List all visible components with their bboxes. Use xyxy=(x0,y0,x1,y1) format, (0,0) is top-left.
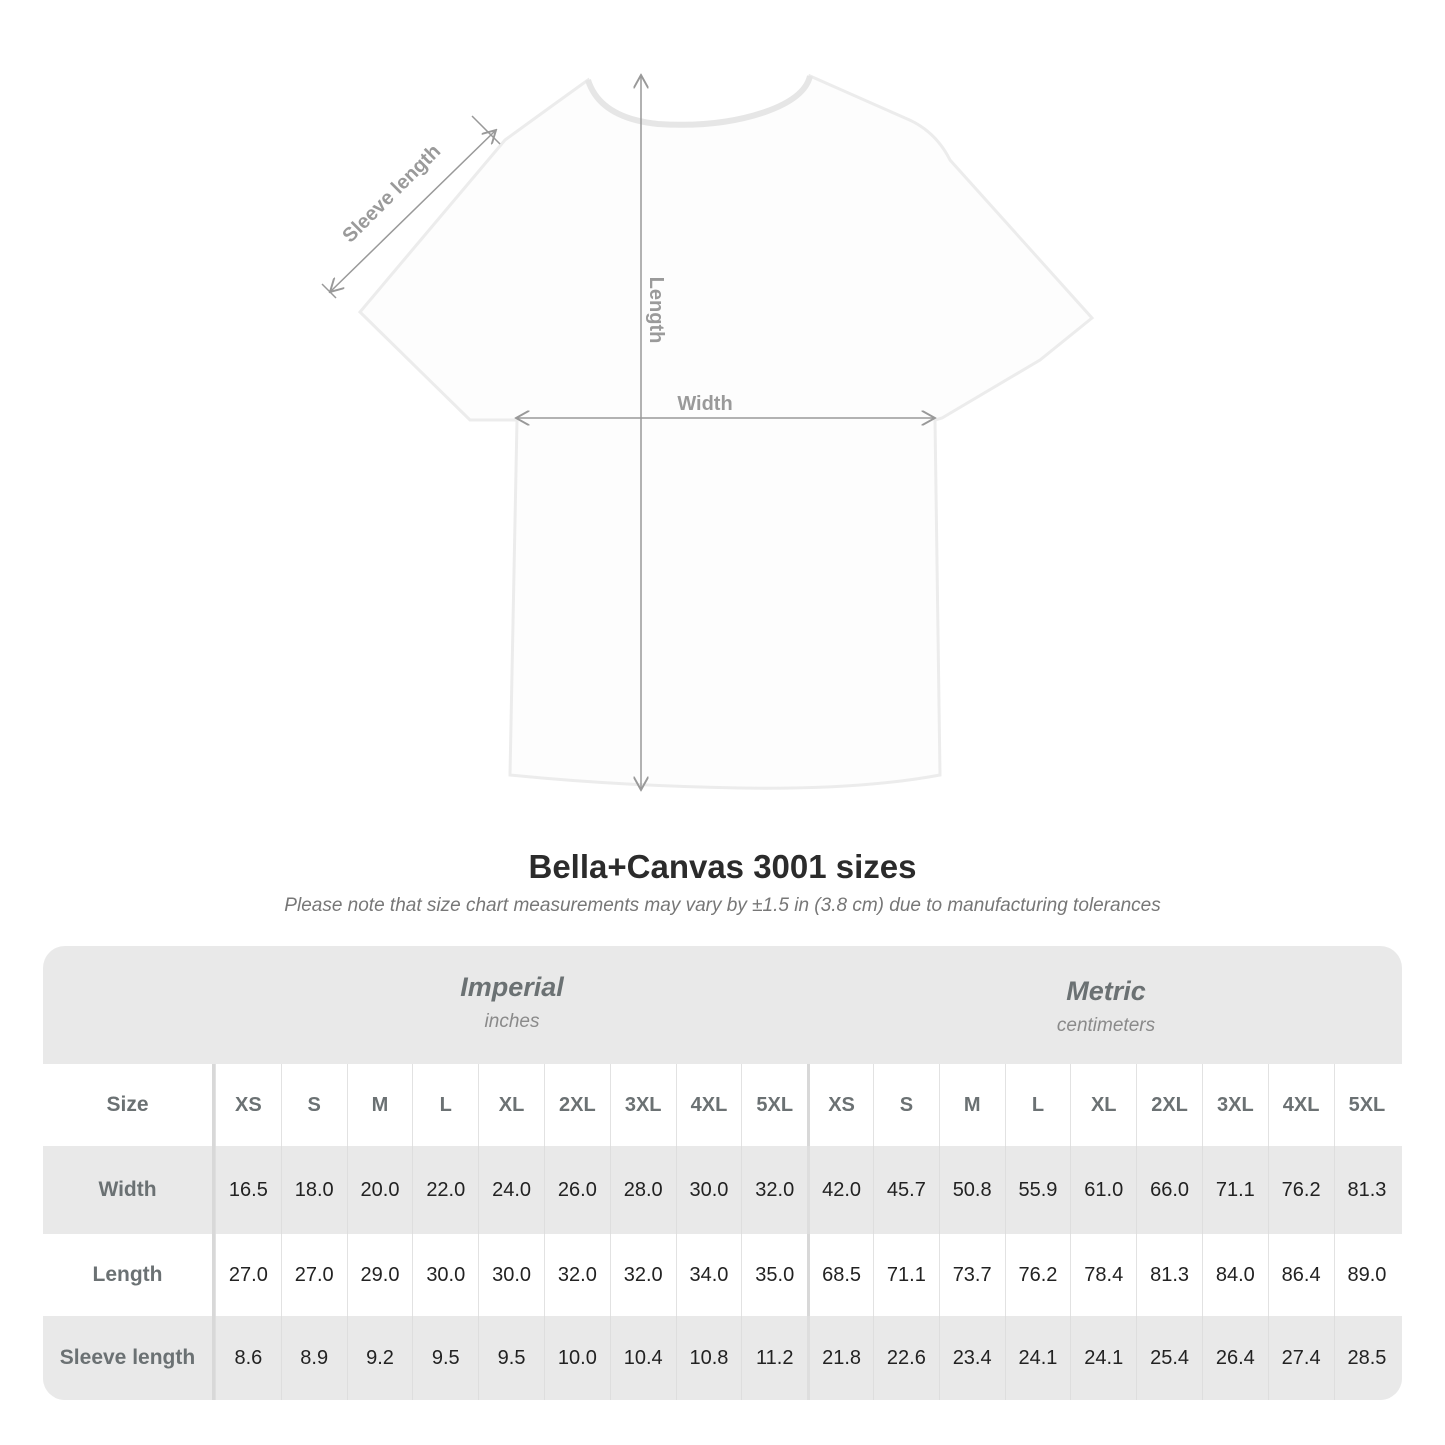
imperial-value: 10.0 xyxy=(543,1316,610,1400)
imperial-value: 27.0 xyxy=(280,1234,347,1316)
metric-value: 78.4 xyxy=(1070,1234,1136,1316)
metric-value: 26.4 xyxy=(1201,1316,1268,1400)
imperial-value: 29.0 xyxy=(346,1234,413,1316)
metric-value: 23.4 xyxy=(938,1316,1005,1400)
metric-value: 27.4 xyxy=(1267,1316,1334,1400)
imperial-value: 26.0 xyxy=(543,1146,610,1234)
imperial-value: 27.0 xyxy=(215,1234,281,1316)
metric-value: 50.8 xyxy=(938,1146,1005,1234)
imperial-value: 32.0 xyxy=(543,1234,610,1316)
imperial-value: 8.9 xyxy=(280,1316,347,1400)
row-label: Width xyxy=(43,1146,215,1234)
imperial-value: 10.4 xyxy=(609,1316,676,1400)
size-header-metric: 5XL xyxy=(1333,1064,1400,1146)
metric-value: 76.2 xyxy=(1267,1146,1334,1234)
imperial-value: 8.6 xyxy=(215,1316,281,1400)
metric-value: 81.3 xyxy=(1333,1146,1400,1234)
sleeve-length-tick-start xyxy=(321,283,337,299)
imperial-value: 30.0 xyxy=(675,1146,742,1234)
row-label: Sleeve length xyxy=(43,1316,215,1400)
metric-value: 55.9 xyxy=(1004,1146,1071,1234)
metric-value: 86.4 xyxy=(1267,1234,1334,1316)
imperial-value: 18.0 xyxy=(280,1146,347,1234)
size-header-imperial: 5XL xyxy=(741,1064,807,1146)
size-header-metric: M xyxy=(938,1064,1005,1146)
imperial-value: 34.0 xyxy=(675,1234,742,1316)
metric-value: 21.8 xyxy=(807,1316,873,1400)
metric-value: 81.3 xyxy=(1136,1234,1202,1316)
metric-value: 42.0 xyxy=(807,1146,873,1234)
sleeve-length-arrow xyxy=(330,130,496,292)
table-row: Width 16.5 18.0 20.0 22.0 24.0 26.0 28.0 30.0 32.… xyxy=(43,1146,1402,1234)
imperial-value: 9.2 xyxy=(346,1316,413,1400)
size-header-imperial: M xyxy=(346,1064,413,1146)
size-header-imperial: 3XL xyxy=(609,1064,676,1146)
page-title: Bella+Canvas 3001 sizes xyxy=(528,848,917,885)
metric-value: 68.5 xyxy=(807,1234,873,1316)
metric-value: 71.1 xyxy=(872,1234,939,1316)
size-header-metric: L xyxy=(1004,1064,1071,1146)
imperial-header: Imperial inches xyxy=(215,946,809,1064)
imperial-value: 11.2 xyxy=(741,1316,807,1400)
size-header-metric: 2XL xyxy=(1136,1064,1202,1146)
imperial-value: 35.0 xyxy=(741,1234,807,1316)
imperial-value: 9.5 xyxy=(412,1316,478,1400)
size-header-metric: 3XL xyxy=(1201,1064,1268,1146)
tolerance-note: Please note that size chart measurements… xyxy=(284,895,1161,916)
tshirt-shape xyxy=(357,73,1095,790)
imperial-value: 24.0 xyxy=(478,1146,544,1234)
length-label: Length xyxy=(645,277,667,344)
metric-value: 84.0 xyxy=(1201,1234,1268,1316)
size-label: Size xyxy=(43,1064,215,1146)
table-row: Length 27.0 27.0 29.0 30.0 30.0 32.0 32.0 34.0 35… xyxy=(43,1234,1402,1316)
metric-value: 24.1 xyxy=(1070,1316,1136,1400)
metric-value: 73.7 xyxy=(938,1234,1005,1316)
imperial-value: 28.0 xyxy=(609,1146,676,1234)
metric-value: 45.7 xyxy=(872,1146,939,1234)
size-header-metric: XL xyxy=(1070,1064,1136,1146)
metric-value: 25.4 xyxy=(1136,1316,1202,1400)
size-header-metric: XS xyxy=(807,1064,873,1146)
imperial-unit: inches xyxy=(484,1011,540,1032)
metric-header: Metric centimeters xyxy=(809,946,1402,1064)
imperial-value: 30.0 xyxy=(478,1234,544,1316)
imperial-value: 32.0 xyxy=(741,1146,807,1234)
metric-heading: Metric xyxy=(1066,976,1146,1006)
metric-value: 61.0 xyxy=(1070,1146,1136,1234)
metric-value: 28.5 xyxy=(1333,1316,1400,1400)
imperial-value: 20.0 xyxy=(346,1146,413,1234)
size-header-imperial: L xyxy=(412,1064,478,1146)
metric-value: 76.2 xyxy=(1004,1234,1071,1316)
row-label: Length xyxy=(43,1234,215,1316)
sleeve-length-tick-end xyxy=(471,115,501,145)
size-table: Imperial inches Metric centimeters Size X… xyxy=(43,946,1402,1400)
imperial-heading: Imperial xyxy=(460,972,564,1002)
metric-unit: centimeters xyxy=(1056,1015,1156,1036)
width-label: Width xyxy=(677,393,732,415)
imperial-value: 9.5 xyxy=(478,1316,544,1400)
size-header-imperial: 2XL xyxy=(543,1064,610,1146)
imperial-value: 22.0 xyxy=(412,1146,478,1234)
imperial-value: 16.5 xyxy=(215,1146,281,1234)
metric-value: 66.0 xyxy=(1136,1146,1202,1234)
metric-value: 71.1 xyxy=(1201,1146,1268,1234)
tshirt-diagram: Sleeve length Length Width xyxy=(321,0,1095,800)
imperial-value: 32.0 xyxy=(609,1234,676,1316)
size-header-metric: 4XL xyxy=(1267,1064,1334,1146)
metric-value: 89.0 xyxy=(1333,1234,1400,1316)
metric-value: 22.6 xyxy=(872,1316,939,1400)
size-grid: Size XS S M L XL 2XL 3XL 4XL 5XL XS S M L XL 2XL 3XL 4XL 5… xyxy=(43,1064,1402,1400)
size-header-imperial: XS xyxy=(215,1064,281,1146)
size-header-metric: S xyxy=(872,1064,939,1146)
size-header-imperial: S xyxy=(280,1064,347,1146)
size-header-imperial: 4XL xyxy=(675,1064,742,1146)
size-header-row: Size XS S M L XL 2XL 3XL 4XL 5XL XS S M L XL 2XL 3XL 4XL 5… xyxy=(43,1064,1402,1146)
size-header-imperial: XL xyxy=(478,1064,544,1146)
tshirt-collar xyxy=(585,75,813,128)
table-row: Sleeve length 8.6 8.9 9.2 9.5 9.5 10.0 10.4 10.8… xyxy=(43,1316,1402,1400)
imperial-value: 30.0 xyxy=(412,1234,478,1316)
imperial-value: 10.8 xyxy=(675,1316,742,1400)
metric-value: 24.1 xyxy=(1004,1316,1071,1400)
